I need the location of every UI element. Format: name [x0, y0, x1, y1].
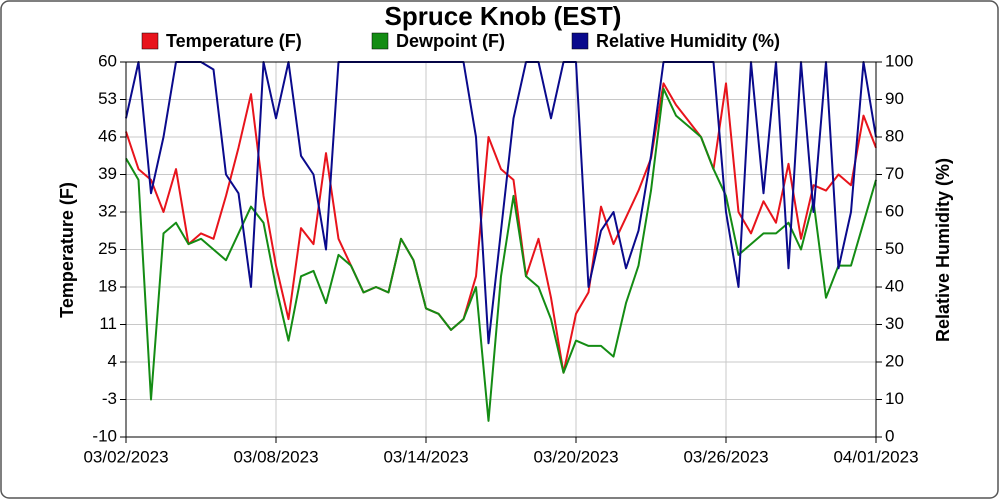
y-tick-label: 18	[98, 276, 117, 295]
y2-axis-label: Relative Humidity (%)	[933, 158, 953, 342]
y-tick-label: 46	[98, 126, 117, 145]
chart-title: Spruce Knob (EST)	[385, 1, 622, 31]
y-tick-label: 32	[98, 201, 117, 220]
y-tick-label: 39	[98, 164, 117, 183]
y2-tick-label: 60	[885, 201, 904, 220]
x-tick-label: 03/08/2023	[233, 447, 318, 466]
x-tick-label: 03/14/2023	[383, 447, 468, 466]
legend-label: Dewpoint (F)	[396, 31, 505, 51]
y-tick-label: 11	[99, 314, 117, 333]
series-line	[125, 87, 877, 422]
legend-label: Relative Humidity (%)	[596, 31, 780, 51]
x-tick-label: 04/01/2023	[833, 447, 918, 466]
legend-label: Temperature (F)	[166, 31, 302, 51]
y2-tick-label: 40	[885, 276, 904, 295]
legend-swatch	[571, 32, 589, 50]
y-tick-label: 25	[98, 239, 117, 258]
y2-tick-label: 50	[885, 239, 904, 258]
y2-tick-label: 30	[885, 314, 904, 333]
y-tick-label: -3	[102, 389, 117, 408]
y-tick-label: 53	[98, 89, 117, 108]
y-axis-label: Temperature (F)	[57, 182, 77, 318]
y2-tick-label: 0	[885, 426, 894, 445]
y2-tick-label: 10	[885, 389, 904, 408]
legend-swatch	[141, 32, 159, 50]
legend-swatch	[371, 32, 389, 50]
y2-tick-label: 80	[885, 126, 904, 145]
y-tick-label: 60	[98, 51, 117, 70]
x-tick-label: 03/26/2023	[683, 447, 768, 466]
y-tick-label: -10	[92, 426, 117, 445]
y2-tick-label: 90	[885, 89, 904, 108]
plot-border	[125, 61, 877, 438]
y2-tick-label: 100	[885, 51, 913, 70]
x-tick-label: 03/20/2023	[533, 447, 618, 466]
x-tick-label: 03/02/2023	[83, 447, 168, 466]
series-line	[125, 82, 877, 374]
y-tick-label: 4	[108, 351, 117, 370]
y2-tick-label: 20	[885, 351, 904, 370]
y2-tick-label: 70	[885, 164, 904, 183]
